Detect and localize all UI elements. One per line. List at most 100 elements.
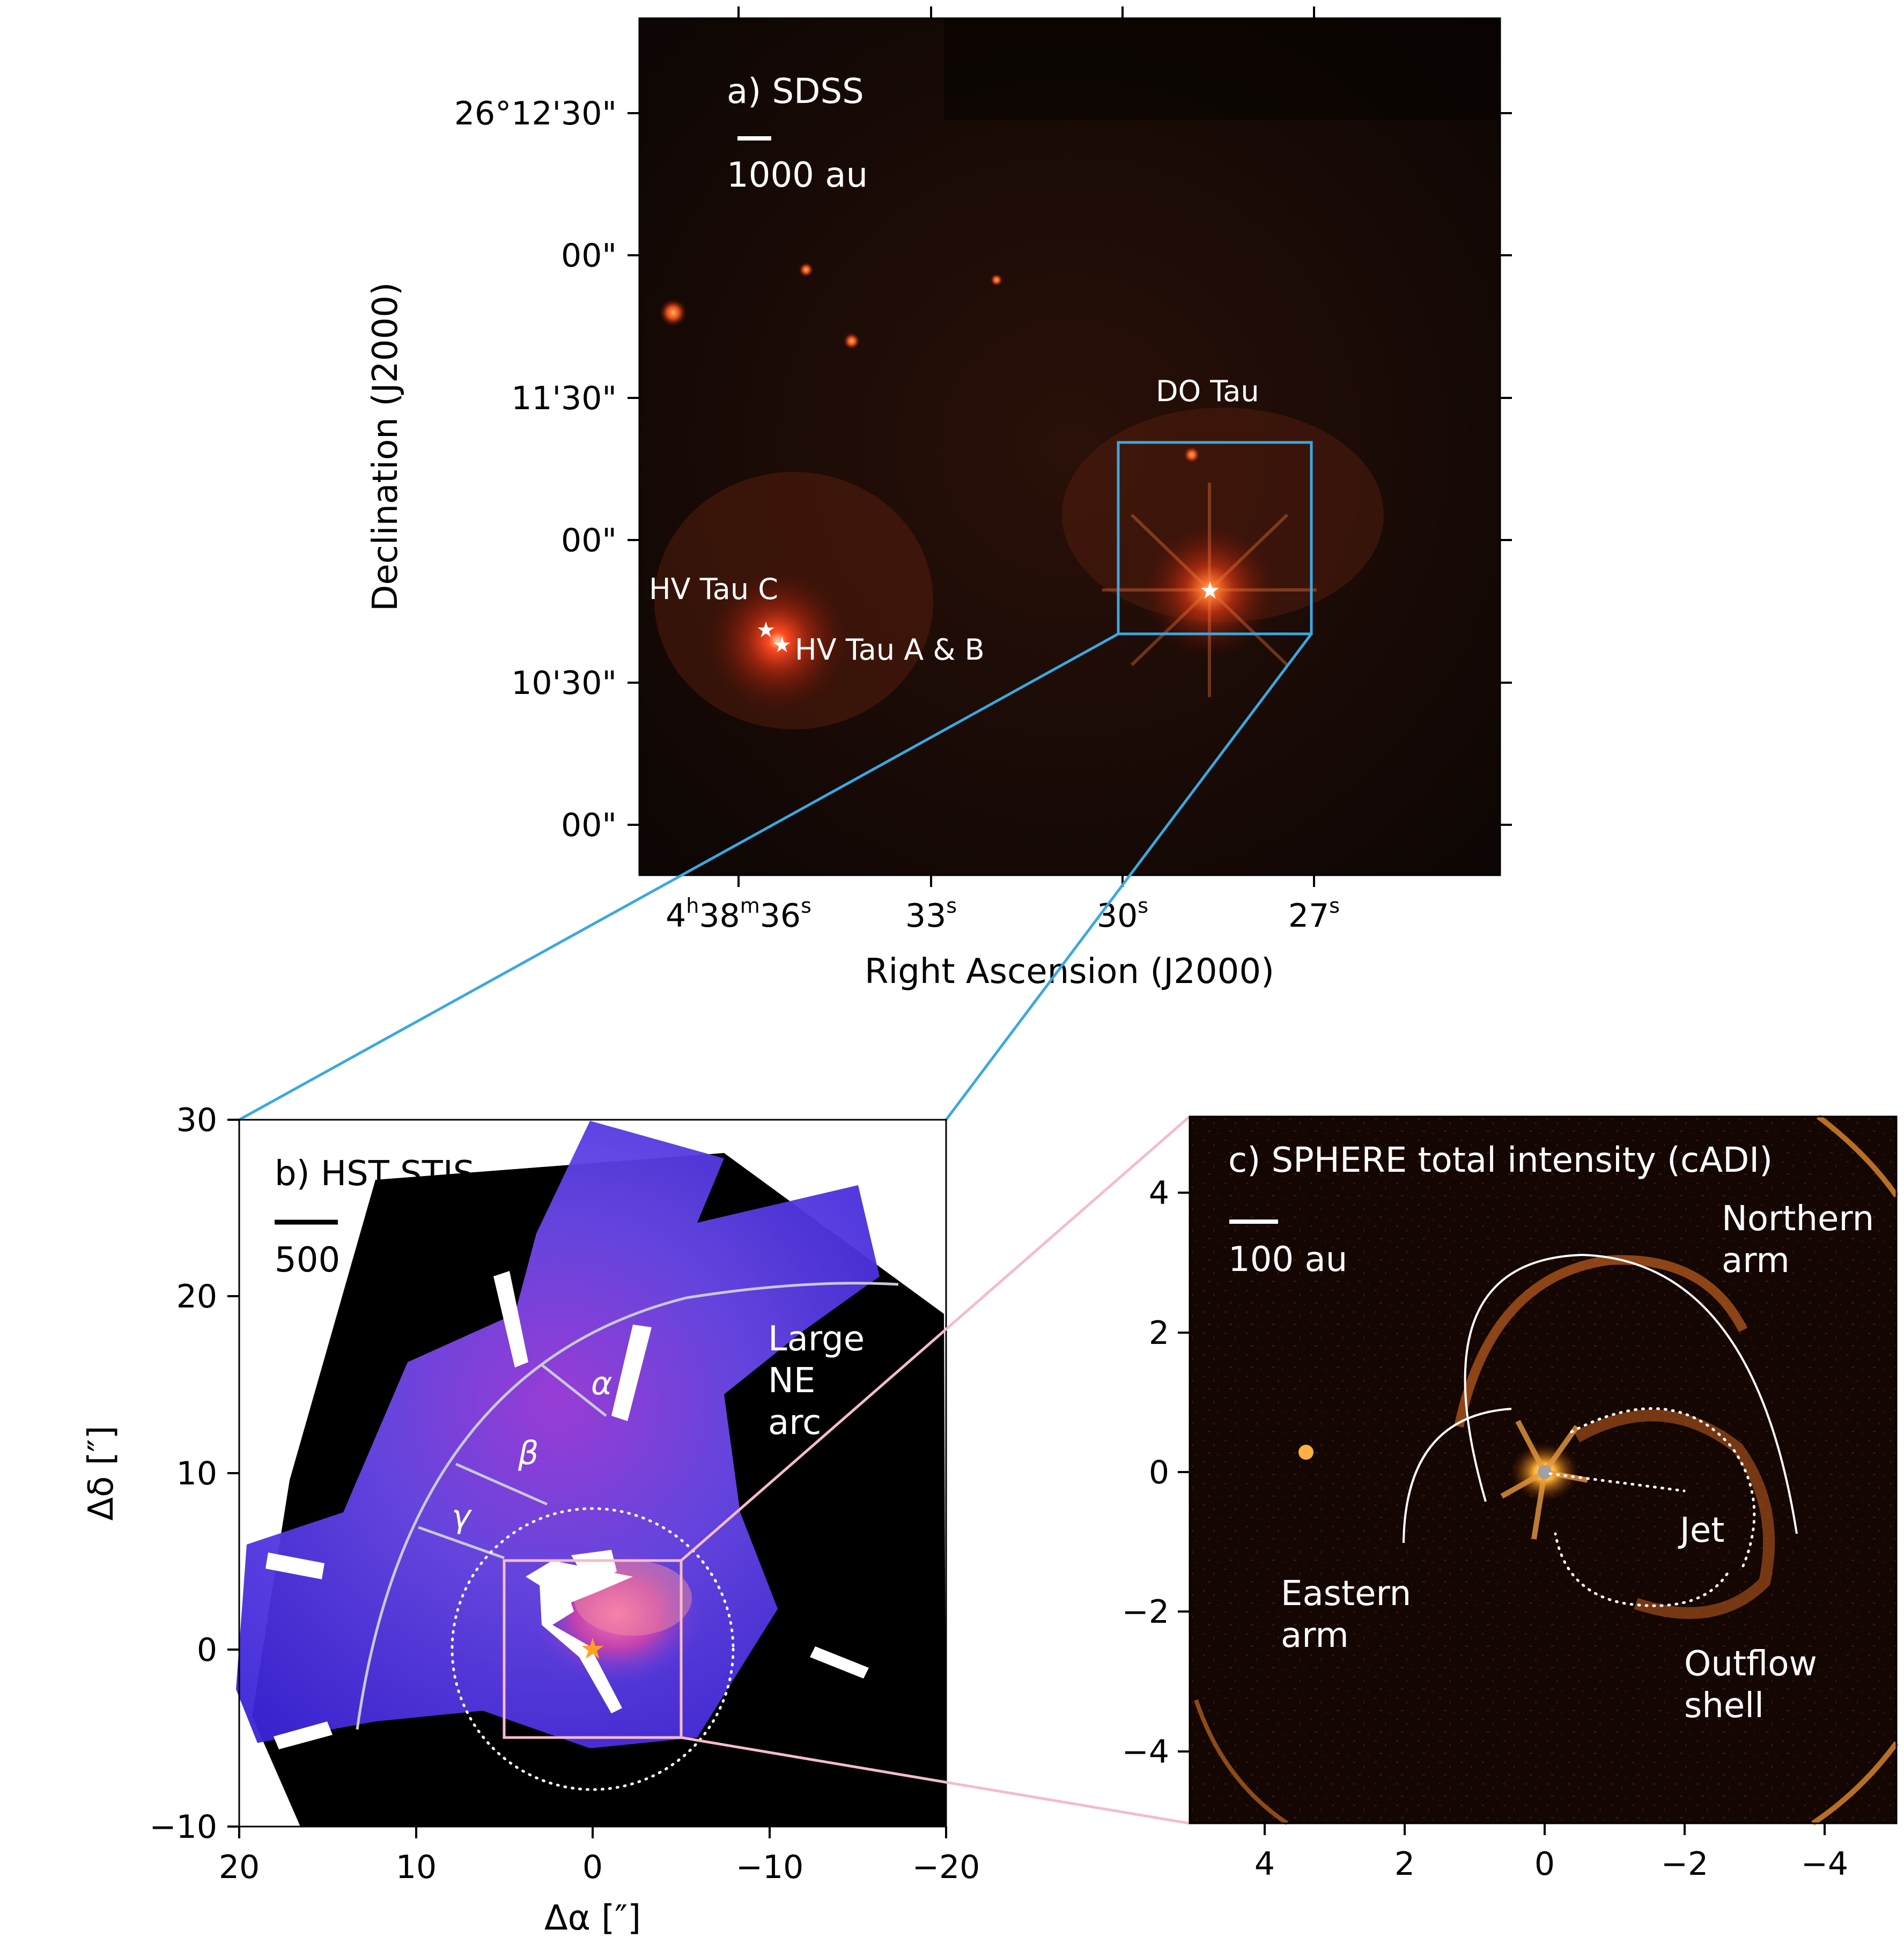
panel-b-ylabel: Δδ [″]: [82, 1425, 121, 1520]
panel-a-xtick-2: 30s: [1097, 894, 1148, 935]
panel-b-xtick-1: 10: [396, 1849, 437, 1886]
panel-a-scale-label: 1000 au: [727, 156, 868, 195]
do-tau-star-icon: ★: [1199, 577, 1220, 604]
panel-b-ytick-2: 10: [176, 1455, 217, 1492]
panel-c-northern-arm-emission: [1454, 1255, 1748, 1428]
panel-c-title: c) SPHERE total intensity (cADI): [1228, 1141, 1773, 1180]
panel-b-star-icon: ★: [580, 1632, 606, 1666]
panel-a-title: a) SDSS: [727, 72, 864, 112]
panel-b-xtick-3: −10: [736, 1849, 804, 1886]
label-large-ne-arc-line2: NE: [768, 1361, 815, 1401]
panel-c-ytick-2: 0: [1149, 1454, 1169, 1491]
panel-c-xtick-3: −2: [1661, 1845, 1708, 1883]
panel-b-nebula: [236, 1121, 880, 1748]
panel-c: 4 2 0 −2 −4 4 2 0 −2 −4 c) SPHERE total …: [1122, 1114, 1899, 1883]
hv-tau-ab-star-icon: ★: [772, 633, 792, 657]
zoom-box-sphere: [503, 1559, 683, 1739]
do-tau-spikes: [1102, 483, 1317, 697]
label-hv-tau-c: HV Tau C: [649, 572, 778, 606]
panel-b-ytick-0: 30: [176, 1102, 217, 1139]
panel-c-ytick-3: −2: [1122, 1593, 1169, 1631]
zoom-lines-a-to-b: [238, 632, 1312, 1121]
panel-c-corner-artifact-tr: [1816, 1114, 1899, 1198]
panel-c-ytick-1: 2: [1149, 1314, 1169, 1352]
panel-a-ticks: [628, 6, 1512, 887]
panel-a-frame: [638, 17, 1501, 876]
zoom-box-do-tau: [1117, 441, 1313, 635]
do-tau-glow: [1140, 520, 1279, 660]
panel-a-ytick-4: 10'30": [511, 664, 617, 702]
panel-a-xlabel: Right Ascension (J2000): [865, 952, 1274, 992]
panel-c-scale-label: 100 au: [1228, 1240, 1347, 1280]
arc-sector-beta-line: [455, 1462, 548, 1506]
arc-sector-alpha-line: [541, 1364, 607, 1417]
panel-b-ytick-1: 20: [176, 1278, 217, 1315]
panel-a-ytick-2: 11'30": [511, 380, 617, 417]
panel-c-frame: [1189, 1115, 1898, 1824]
panel-a-xticklabels: 4h38m36s 33s 30s 27s: [666, 894, 1340, 935]
label-eastern-arm-line2: arm: [1281, 1616, 1349, 1655]
panel-c-xtick-0: 4: [1254, 1845, 1275, 1883]
panel-c-xtick-1: 2: [1394, 1845, 1415, 1883]
field-star-1: [659, 299, 687, 327]
label-outflow-shell-line1: Outflow: [1684, 1644, 1817, 1684]
panel-c-star-marker: [1538, 1465, 1552, 1479]
northern-arm-curve: [1464, 1253, 1798, 1534]
label-northern-arm-line1: Northern: [1722, 1199, 1874, 1239]
panel-c-outflow-shell-emission: [1574, 1409, 1775, 1619]
panel-b-yticklabels: 30 20 10 0 −10: [149, 1102, 217, 1846]
panel-a: ★ ★ ★ 26°12'30" 00" 11'30" 00" 10'30" 00…: [366, 6, 1512, 992]
panel-b-xtick-2: 0: [582, 1849, 603, 1886]
label-large-ne-arc-line3: arc: [768, 1403, 821, 1443]
panel-c-ytick-0: 4: [1149, 1174, 1169, 1212]
field-star-3: [843, 332, 860, 350]
outflow-shell-curve: [1554, 1407, 1756, 1607]
panel-b-ytick-4: −10: [149, 1808, 217, 1846]
panel-c-xtick-4: −4: [1801, 1845, 1848, 1883]
label-northern-arm-line2: arm: [1722, 1241, 1790, 1281]
panel-b-scale-label: 500 au: [275, 1240, 394, 1280]
panel-c-corner-artifact-br: [1811, 1741, 1899, 1826]
panel-c-ticks: [1178, 1192, 1826, 1835]
panel-a-dark-corner: [944, 18, 1500, 120]
panel-c-field-source: [1298, 1445, 1313, 1460]
panel-a-xtick-1: 33s: [905, 894, 957, 935]
panel-a-xtick-3: 27s: [1288, 894, 1340, 935]
panel-b-dotted-circle: [451, 1507, 735, 1791]
panel-c-ytick-4: −4: [1122, 1733, 1169, 1771]
zoom-lines-b-to-c: [680, 1115, 1191, 1825]
panel-a-ytick-0: 26°12'30": [454, 95, 617, 132]
field-star-4: [990, 274, 1003, 286]
panel-c-xtick-2: 0: [1534, 1845, 1555, 1883]
panel-b: ★ 20 10 0 −10 −20 30 20 10 0 −10: [82, 1102, 980, 1938]
field-star-5: [1183, 446, 1200, 463]
panel-a-ytick-1: 00": [561, 237, 617, 275]
panel-c-yticklabels: 4 2 0 −2 −4: [1122, 1174, 1169, 1771]
label-gamma: γ: [452, 1498, 473, 1535]
large-ne-arc-curve: [356, 1282, 899, 1730]
panel-b-xtick-4: −20: [912, 1849, 980, 1886]
panel-b-ytick-3: 0: [197, 1631, 217, 1669]
panel-b-xtick-0: 20: [219, 1849, 260, 1886]
label-large-ne-arc-line1: Large: [768, 1319, 865, 1359]
panel-c-corner-artifact-bl: [1194, 1699, 1289, 1825]
label-eastern-arm-line1: Eastern: [1281, 1574, 1411, 1614]
hv-tau-glow: [703, 566, 853, 716]
field-star-2: [799, 262, 814, 277]
label-do-tau: DO Tau: [1156, 374, 1259, 408]
label-hv-tau-ab: HV Tau A & B: [795, 633, 985, 667]
panel-a-xtick-0: 4h38m36s: [666, 894, 811, 935]
panel-b-ticks: [227, 1119, 947, 1838]
label-alpha: α: [591, 1365, 612, 1402]
do-tau-nebula: [1062, 408, 1384, 622]
panel-b-xticklabels: 20 10 0 −10 −20: [219, 1849, 980, 1886]
panel-a-image: [639, 18, 1500, 875]
hv-tau-c-star-icon: ★: [756, 618, 776, 642]
panel-a-ylabel: Declination (J2000): [366, 282, 405, 611]
panel-c-xticklabels: 4 2 0 −2 −4: [1254, 1845, 1848, 1883]
eastern-arm-curve: [1403, 1408, 1512, 1543]
label-beta: β: [518, 1435, 538, 1472]
jet-line: [1548, 1472, 1686, 1492]
label-outflow-shell-line2: shell: [1684, 1686, 1764, 1726]
